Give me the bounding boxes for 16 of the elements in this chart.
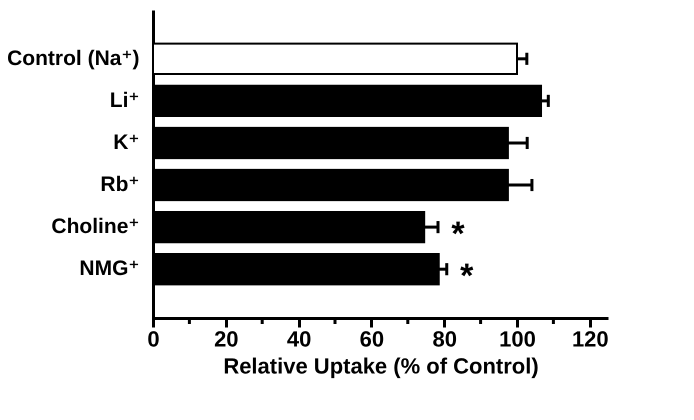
annotation: *	[451, 215, 466, 254]
y-tick-label: Rb⁺	[100, 173, 140, 196]
x-tick-label: 20	[214, 326, 239, 352]
y-tick-label: NMG⁺	[79, 257, 140, 280]
x-tick-label: 60	[360, 326, 384, 352]
y-tick-label: Choline⁺	[51, 215, 140, 238]
y-tick-label: Control (Na⁺)	[7, 46, 140, 70]
y-tick-label: K⁺	[113, 130, 140, 154]
x-tick-label: 40	[286, 326, 312, 352]
x-tick-label: 0	[147, 326, 160, 352]
annotation: *	[460, 257, 474, 296]
x-tick-label: 120	[572, 326, 609, 352]
x-tick-label: 100	[499, 326, 536, 352]
x-axis-title: Relative Uptake (% of Control)	[223, 354, 539, 378]
y-tick-label: Li⁺	[110, 88, 140, 112]
x-tick-label: 80	[432, 326, 457, 352]
